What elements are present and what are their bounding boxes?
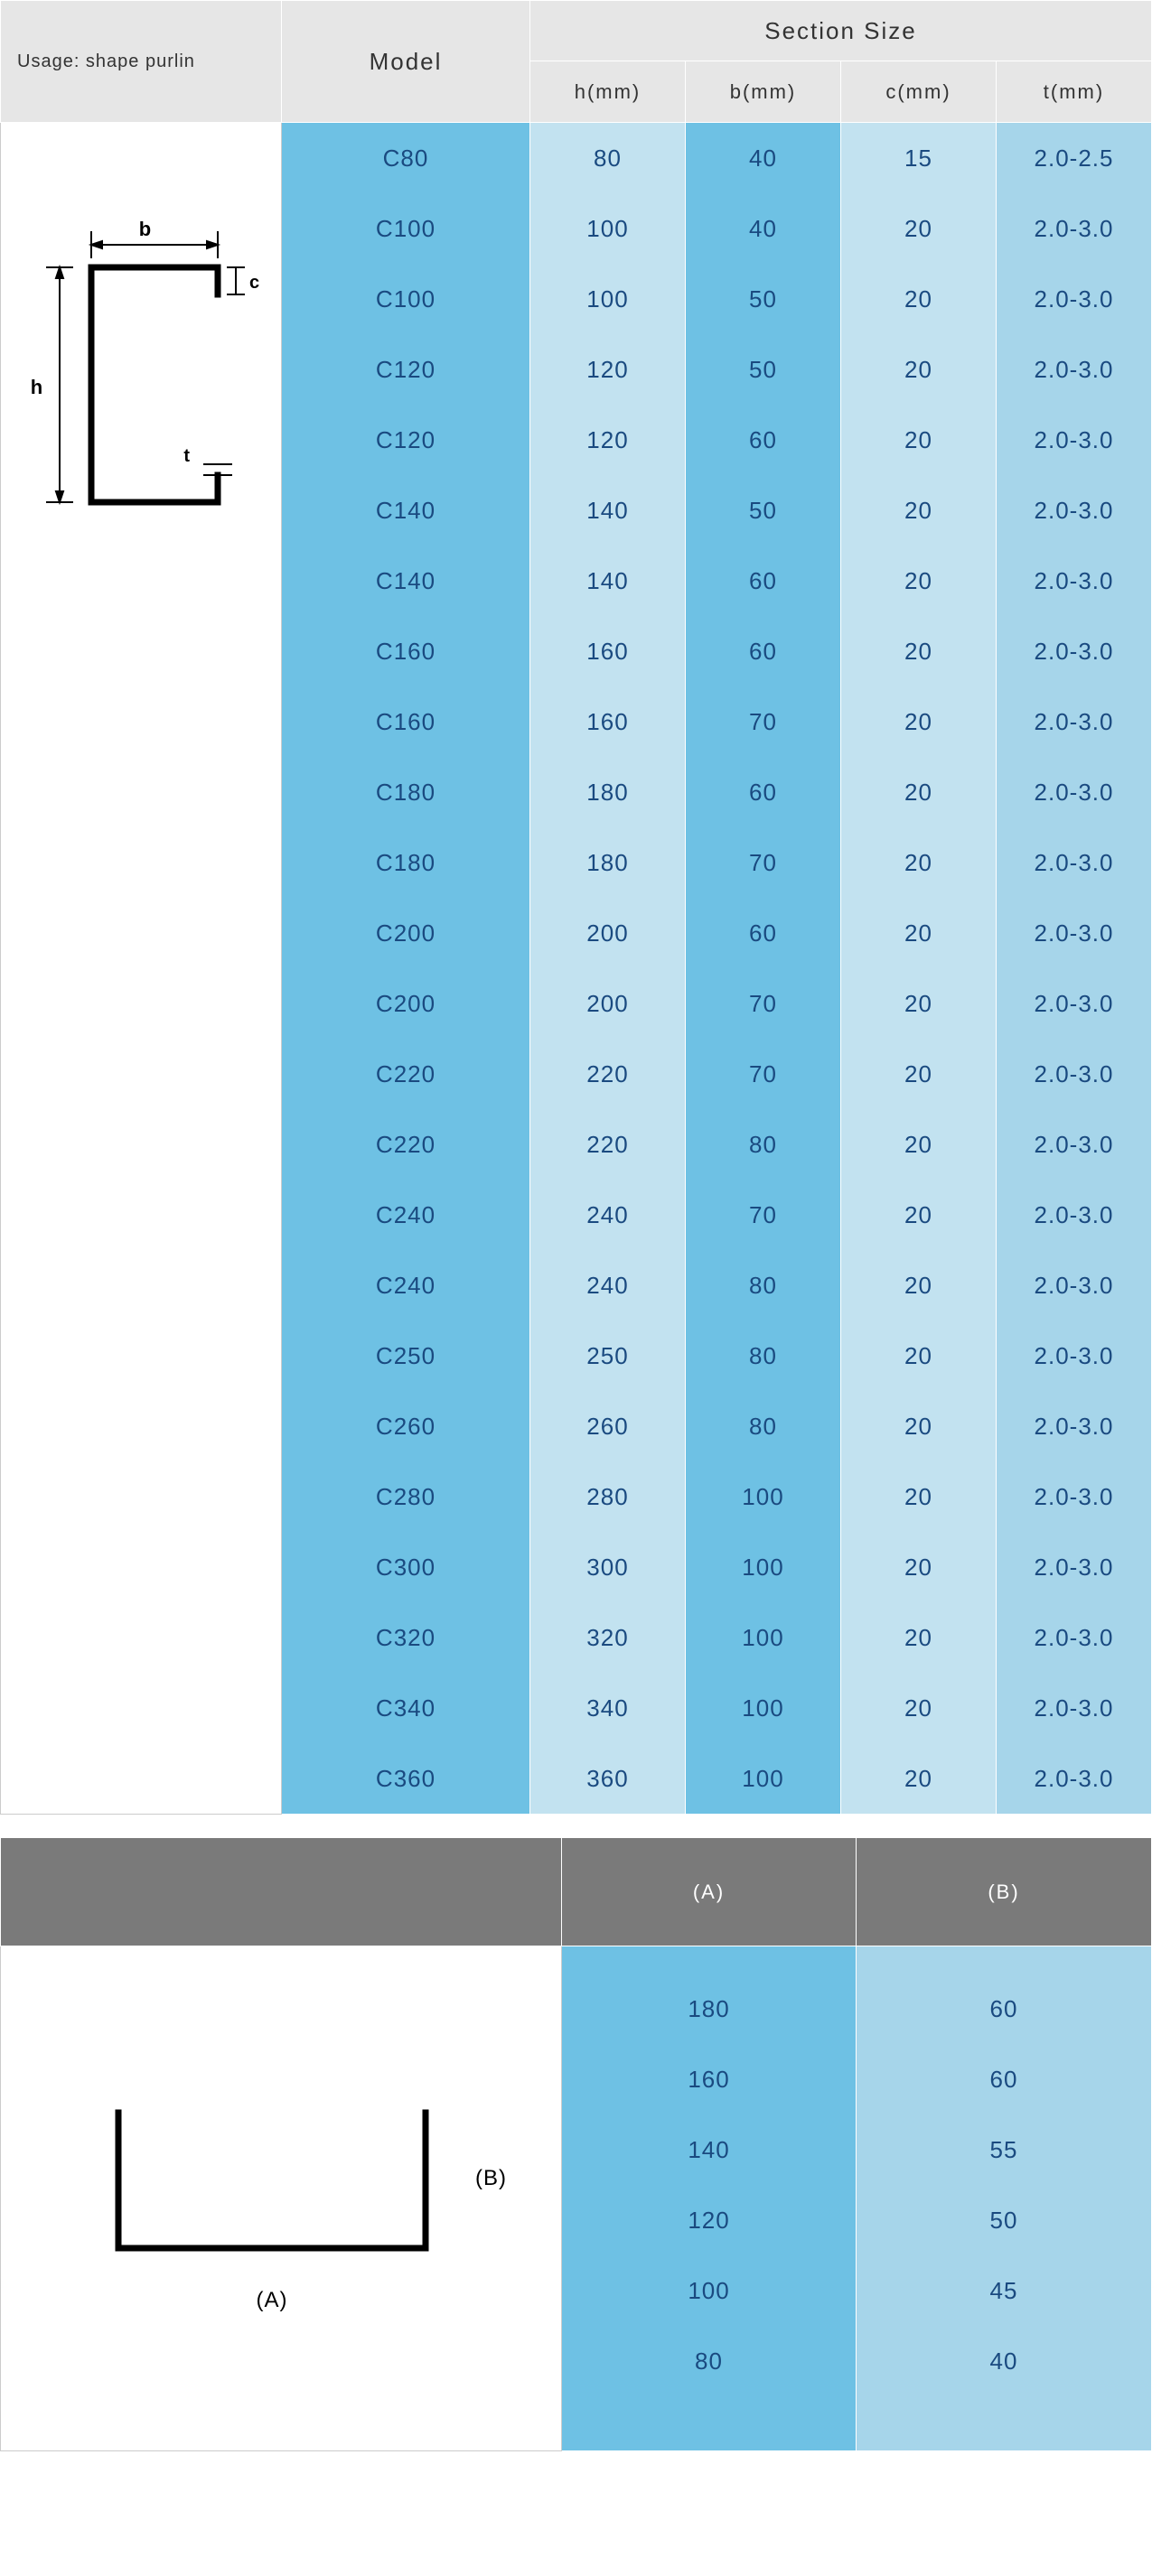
u-channel-table: (A) (B) (A) (B) 18016014012010080 606055… <box>0 1837 1152 2451</box>
table-row: (A) (B) 18016014012010080 606055504540 <box>1 1946 1152 2451</box>
b-header: b(mm) <box>686 61 841 123</box>
model-column: C80C100C100C120C120C140C140C160C160C180C… <box>282 123 530 1815</box>
c-header: c(mm) <box>841 61 997 123</box>
a-label: (A) <box>257 2288 288 2312</box>
u-profile-diagram: (A) (B) <box>1 1946 562 2451</box>
usage-header: Usage: shape purlin <box>1 1 282 123</box>
h-label: h <box>31 376 43 398</box>
b-column-2: 606055504540 <box>857 1946 1152 2451</box>
t-header: t(mm) <box>997 61 1152 123</box>
t-column: 2.0-2.52.0-3.02.0-3.02.0-3.02.0-3.02.0-3… <box>997 123 1152 1815</box>
model-header: Model <box>282 1 530 123</box>
b-header-2: (B) <box>857 1838 1152 1946</box>
c-column: 1520202020202020202020202020202020202020… <box>841 123 997 1815</box>
b-label-2: (B) <box>475 2166 507 2190</box>
purlin-spec-table: Usage: shape purlin Model Section Size h… <box>0 0 1152 1815</box>
b-column: 4040505060506060706070607070807080808010… <box>686 123 841 1815</box>
c-profile-diagram: b h c t <box>1 123 282 1815</box>
section-size-header: Section Size <box>530 1 1152 61</box>
h-column: 8010010012012014014016016018018020020022… <box>530 123 686 1815</box>
a-column: 18016014012010080 <box>562 1946 857 2451</box>
table-row: b h c t C80C100C100C120C120C140C140C160C… <box>1 123 1152 1815</box>
b-label: b <box>139 218 152 240</box>
h-header: h(mm) <box>530 61 686 123</box>
c-label: c <box>249 273 260 293</box>
a-header: (A) <box>562 1838 857 1946</box>
blank-header <box>1 1838 562 1946</box>
t-label: t <box>183 446 191 466</box>
